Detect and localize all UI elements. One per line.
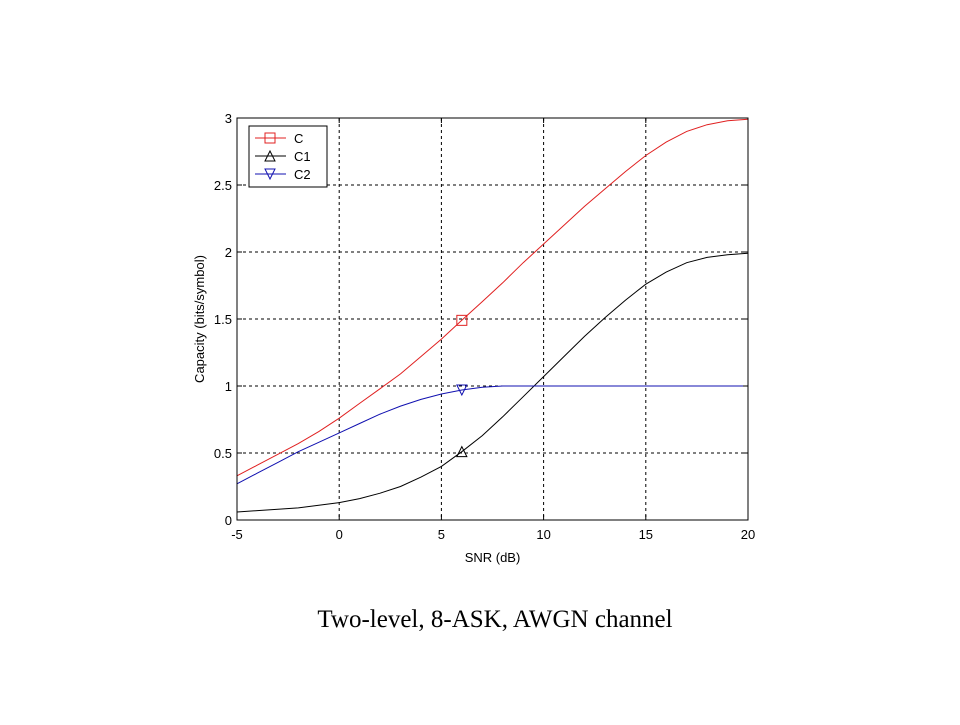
figure-caption: Two-level, 8-ASK, AWGN channel — [317, 606, 673, 633]
legend-label-c2: C2 — [294, 167, 311, 182]
y-tick-label: 3 — [225, 111, 232, 126]
x-axis-label: SNR (dB) — [465, 550, 521, 565]
y-tick-label: 0.5 — [214, 446, 232, 461]
y-tick-label: 2 — [225, 245, 232, 260]
x-tick-label: 5 — [438, 527, 445, 542]
legend-label-c1: C1 — [294, 149, 311, 164]
series-marker-c2 — [456, 384, 468, 397]
y-tick-label: 2.5 — [214, 178, 232, 193]
series-line-c — [236, 118, 749, 477]
y-axis-label: Capacity (bits/symbol) — [192, 255, 207, 383]
x-tick-label: 0 — [336, 527, 343, 542]
series-line-c1 — [236, 252, 749, 513]
legend-label-c: C — [294, 131, 303, 146]
x-tick-label: 15 — [639, 527, 653, 542]
y-tick-label: 1.5 — [214, 312, 232, 327]
x-tick-label: 10 — [536, 527, 550, 542]
x-tick-label: 20 — [741, 527, 755, 542]
series-marker-c — [456, 314, 468, 326]
y-tick-label: 0 — [225, 513, 232, 528]
y-tick-label: 1 — [225, 379, 232, 394]
series-line-c2 — [236, 385, 748, 485]
legend-marker-c2 — [264, 168, 276, 181]
legend: C C1 C2 — [248, 125, 328, 188]
legend-marker-c — [264, 132, 276, 144]
series-layer — [236, 118, 749, 513]
legend-marker-c1 — [264, 149, 276, 162]
series-marker-c1 — [456, 445, 468, 458]
x-tick-label: -5 — [231, 527, 243, 542]
